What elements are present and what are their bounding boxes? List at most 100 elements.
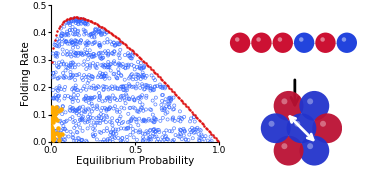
Point (138, 108, 144, 111)
Point (87, 97, 93, 99)
Point (50, 139, 56, 142)
Point (48, 120, 54, 123)
Circle shape (299, 91, 329, 121)
Point (73, 54, 79, 57)
Point (56, 85, 62, 88)
Point (53, 139, 59, 141)
Point (102, 72, 108, 75)
Point (139, 75, 145, 78)
Point (105, 88, 112, 91)
Point (67, 22, 73, 24)
Point (70, 133, 76, 136)
Point (115, 72, 121, 74)
Point (159, 94, 165, 96)
Point (52, 113, 58, 115)
Point (76, 141, 82, 143)
Point (125, 64, 132, 67)
Point (79, 119, 85, 122)
Point (51, 111, 57, 114)
Point (129, 73, 135, 76)
Point (59, 35, 65, 37)
Point (68, 39, 74, 42)
Point (166, 100, 172, 103)
Point (51, 118, 57, 121)
Point (89, 77, 95, 80)
Point (159, 107, 165, 110)
Point (48, 108, 54, 111)
Point (161, 131, 167, 134)
Point (160, 136, 166, 139)
Point (71, 43, 77, 46)
Point (56, 44, 62, 47)
Point (134, 66, 140, 68)
Point (138, 96, 144, 99)
Point (118, 139, 124, 142)
Point (68, 50, 74, 53)
Point (136, 75, 142, 78)
Point (127, 107, 133, 109)
Point (126, 77, 132, 80)
Point (80, 20, 86, 23)
Point (101, 88, 107, 91)
Point (177, 135, 183, 138)
Point (54, 126, 60, 129)
Point (51, 130, 57, 133)
Point (139, 71, 146, 74)
Point (57, 131, 64, 134)
Point (131, 65, 137, 67)
Point (122, 78, 128, 81)
Point (146, 137, 152, 140)
Point (97, 27, 103, 29)
Point (75, 19, 81, 22)
Point (83, 139, 89, 142)
Point (96, 30, 102, 33)
Point (64, 53, 70, 56)
Point (76, 63, 82, 66)
Point (199, 135, 205, 138)
Point (153, 131, 159, 134)
Point (97, 130, 103, 133)
Point (143, 94, 149, 97)
Point (127, 56, 133, 59)
Point (65, 67, 71, 70)
Point (65, 135, 71, 138)
Point (127, 134, 133, 136)
Point (137, 129, 143, 132)
Point (147, 89, 153, 92)
Point (112, 97, 118, 100)
Point (126, 83, 132, 86)
Point (70, 116, 76, 119)
Point (110, 107, 116, 110)
Point (177, 132, 183, 135)
Point (150, 113, 156, 116)
Point (87, 66, 93, 69)
Point (152, 103, 158, 106)
Point (200, 141, 206, 143)
Point (85, 115, 91, 118)
Point (164, 138, 170, 140)
Point (85, 54, 91, 56)
Point (76, 34, 82, 37)
Point (74, 131, 80, 133)
Point (109, 117, 115, 120)
Point (106, 108, 112, 110)
Point (88, 33, 94, 35)
Point (115, 63, 121, 66)
Point (146, 138, 152, 141)
Point (73, 20, 79, 22)
Point (120, 85, 126, 88)
Point (150, 99, 156, 102)
Point (85, 58, 91, 61)
Point (77, 41, 83, 43)
Point (115, 119, 121, 122)
Point (119, 85, 125, 88)
Point (70, 46, 76, 49)
Point (71, 93, 77, 96)
Point (137, 65, 143, 68)
Point (90, 135, 96, 137)
Point (143, 130, 149, 133)
Point (70, 75, 76, 77)
Point (143, 120, 149, 123)
Point (118, 96, 124, 99)
Point (93, 54, 99, 57)
